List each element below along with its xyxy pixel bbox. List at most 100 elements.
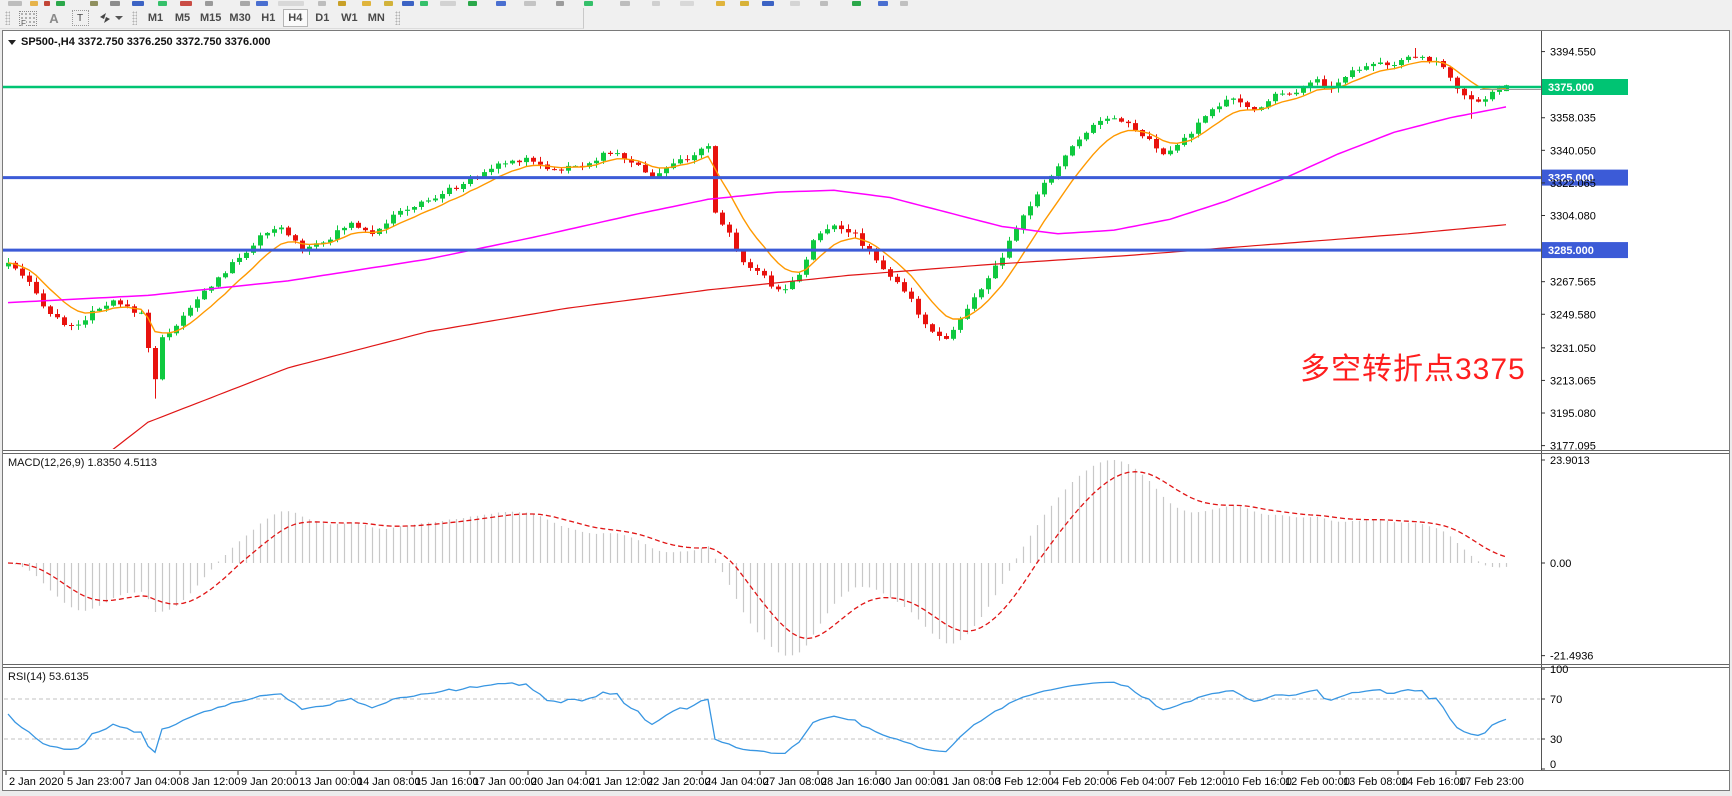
candle-body (1245, 102, 1250, 107)
text-box-button[interactable]: T (67, 9, 93, 27)
candle-body (629, 159, 634, 163)
candle-body (993, 265, 998, 279)
candle-body (762, 270, 767, 276)
price-axis-label: 3340.050 (1550, 145, 1596, 157)
candle-body (496, 163, 501, 169)
letter-a-icon: A (49, 10, 59, 26)
candle-body (608, 152, 613, 154)
candle-body (34, 281, 39, 294)
candle-body (1035, 194, 1040, 207)
candle-body (650, 172, 655, 177)
ma-slow-line (112, 224, 1507, 449)
timeframe-button-h1[interactable]: H1 (261, 12, 276, 24)
clipped-icon-fragment (180, 1, 192, 6)
clipped-icon-fragment (878, 1, 888, 6)
chart-dropdown-icon[interactable] (8, 39, 16, 45)
candle-body (986, 278, 991, 290)
timeframe-button-h4[interactable]: H4 (282, 9, 308, 27)
candle-body (489, 168, 494, 173)
timeframe-group-grip[interactable] (132, 11, 137, 25)
candle-body (1189, 133, 1194, 138)
macd-label: MACD(12,26,9) 1.8350 4.5113 (8, 457, 157, 469)
time-axis-label: 28 Jan 16:00 (821, 776, 885, 788)
candle-body (594, 160, 599, 164)
candle-body (160, 337, 165, 380)
timeframe-button-mn[interactable]: MN (367, 12, 385, 24)
toolbar-grip[interactable] (5, 11, 10, 25)
candle-body (1014, 229, 1019, 241)
candle-body (111, 300, 116, 306)
price-badge-label: 3285.000 (1548, 245, 1594, 257)
candle-body (1371, 63, 1376, 67)
timeframe-button-m30[interactable]: M30 (229, 12, 251, 24)
toolbar-end-grip[interactable] (394, 11, 400, 25)
candle-body (734, 232, 739, 251)
candle-body (853, 232, 858, 234)
clipped-icon-fragment (496, 1, 506, 6)
candle-body (706, 146, 711, 149)
rsi-line (7, 681, 1507, 755)
candle-body (391, 214, 396, 224)
clipped-icon-fragment (8, 1, 22, 6)
candle-body (419, 201, 424, 207)
indicator-grid-button[interactable]: F (15, 9, 41, 28)
candle-body (524, 157, 529, 163)
candle-body (825, 229, 830, 234)
clipped-icon-fragment (740, 1, 749, 6)
clipped-icon-fragment (158, 1, 167, 6)
timeframe-group: M1 M5 M15 M30 H1 H4 D1 W1 MN (142, 9, 390, 27)
clipped-icon-fragment (110, 1, 120, 6)
candle-body (482, 172, 487, 178)
cursor-tools-button[interactable] (93, 9, 127, 27)
candle-body (1420, 56, 1425, 58)
candle-body (1322, 79, 1327, 87)
rsi-axis-label: 70 (1550, 694, 1562, 706)
candle-body (916, 298, 921, 315)
macd-layer (14, 460, 1508, 656)
price-axis-label: 3358.035 (1550, 113, 1596, 125)
clipped-icon-fragment (318, 1, 326, 6)
ma-mid-line (7, 106, 1507, 304)
candle-body (636, 162, 641, 165)
candle-body (272, 229, 277, 233)
clipped-icon-fragment (132, 1, 144, 6)
price-axis-label: 3322.065 (1550, 178, 1596, 190)
timeframe-button-m5[interactable]: M5 (174, 12, 191, 24)
cursor-arrows-icon (99, 13, 110, 23)
timeframe-button-d1[interactable]: D1 (315, 12, 330, 24)
candle-body (188, 307, 193, 316)
candle-body (979, 289, 984, 298)
clipped-icon-fragment (30, 1, 38, 6)
clipped-icon-fragment (556, 1, 564, 6)
toolbar-panel: F A T M1 M5 M15 M30 H1 H4 D1 W1 MN (0, 8, 584, 29)
candle-body (678, 159, 683, 164)
price-axis-label: 3195.080 (1550, 408, 1596, 420)
candle-body (1203, 116, 1208, 123)
clipped-icon-fragment (362, 1, 371, 6)
timeframe-button-m1[interactable]: M1 (147, 12, 164, 24)
candle-body (6, 262, 11, 267)
candle-body (951, 329, 956, 339)
candle-body (1210, 109, 1215, 117)
candle-body (783, 289, 788, 291)
candle-body (76, 324, 81, 326)
candle-body (1112, 118, 1117, 120)
time-axis-label: 9 Jan 20:00 (241, 776, 299, 788)
candle-body (1497, 88, 1502, 92)
timeframe-button-w1[interactable]: W1 (341, 12, 358, 24)
time-axis-label: 27 Jan 08:00 (763, 776, 827, 788)
candle-body (174, 325, 179, 334)
candle-body (1147, 136, 1152, 139)
candle-body (1049, 175, 1054, 183)
clipped-icon-fragment (716, 1, 725, 6)
candle-body (244, 252, 249, 258)
grid-icon: F (19, 10, 37, 28)
timeframe-button-m15[interactable]: M15 (200, 12, 222, 24)
candle-body (1042, 182, 1047, 195)
chart-title: SP500-,H4 3372.750 3376.250 3372.750 337… (21, 36, 271, 48)
candle-body (27, 275, 32, 282)
candle-body (1301, 87, 1306, 93)
text-annotation-button[interactable]: A (41, 9, 67, 27)
candle-body (20, 268, 25, 276)
